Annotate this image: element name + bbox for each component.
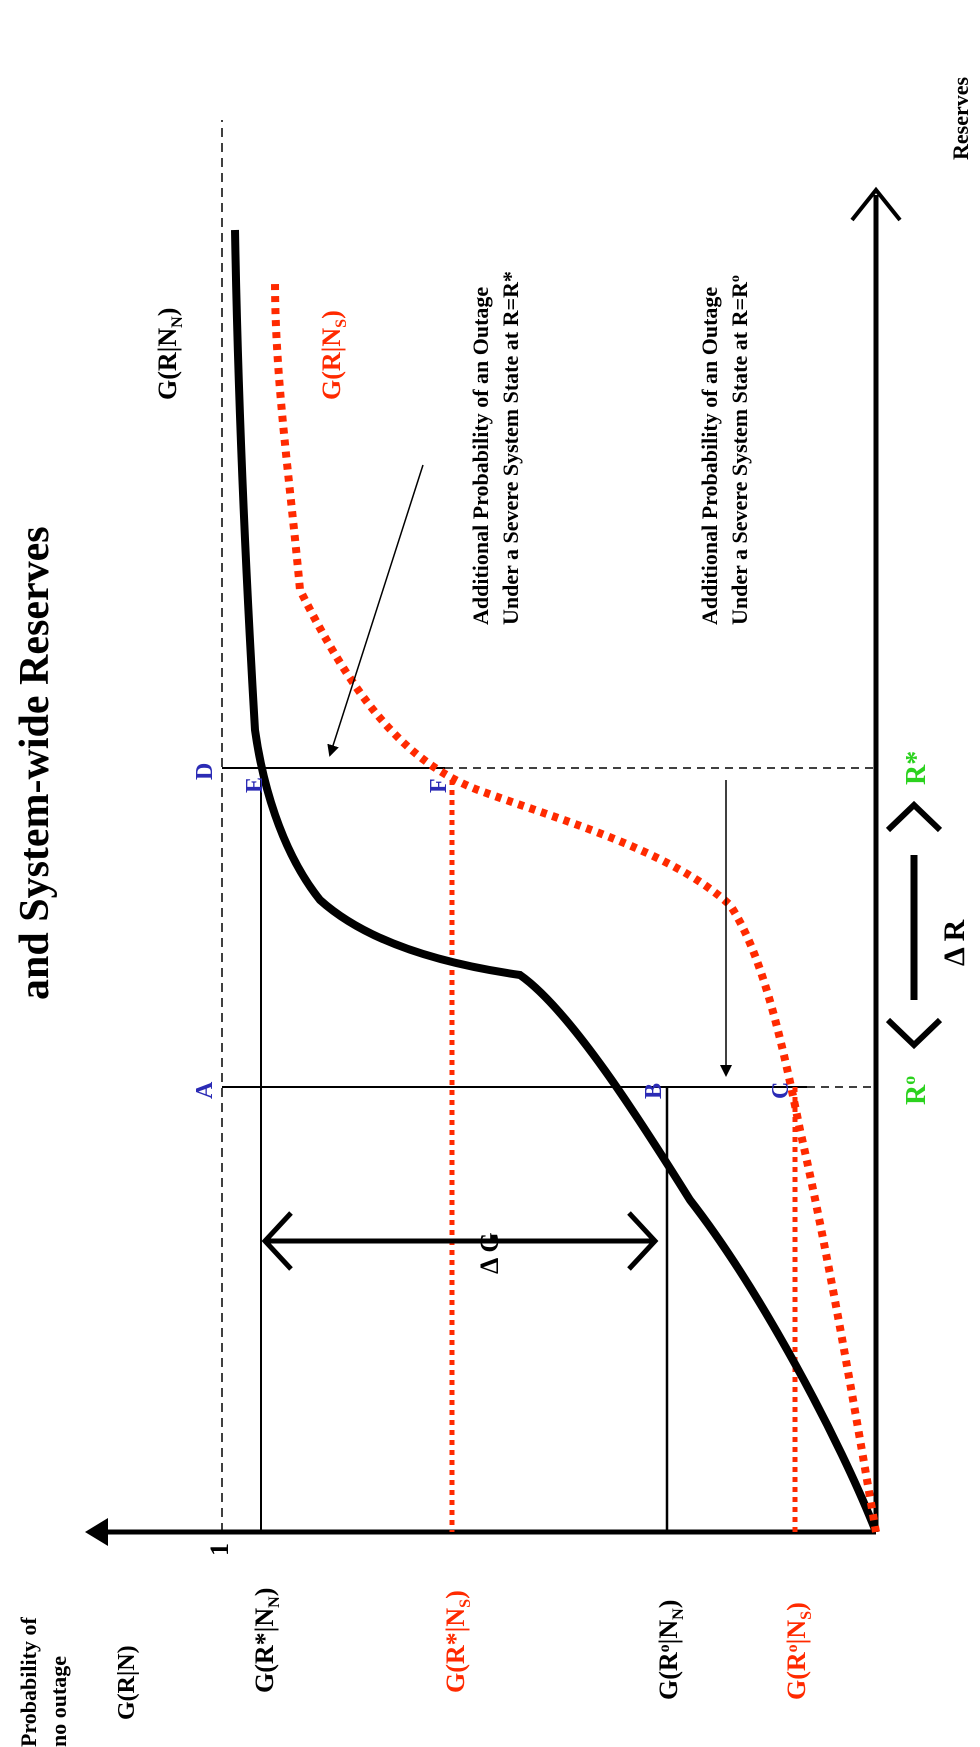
tick-gstar-ns: G(R*|NS) [441, 1590, 474, 1693]
delta-g-arrowhead-bottom [627, 1211, 659, 1271]
point-b: B [641, 1083, 667, 1099]
delta-r-arrowhead-right [885, 800, 943, 833]
tick-one: 1 [205, 1543, 234, 1556]
annotation-rstar-arrow [327, 464, 424, 757]
page-title: and System-wide Reserves [12, 526, 58, 1000]
tick-go-nn: G(Ro|NN) [654, 1600, 687, 1700]
tick-go-ns: G(Ro|NS) [782, 1602, 815, 1700]
annotation-ro-line2: Under a Severe System State at R=Ro [727, 275, 752, 625]
point-e: E [242, 777, 268, 793]
delta-r-label: Δ R [938, 919, 971, 966]
tick-rstar: R* [901, 751, 932, 785]
point-f: F [426, 778, 452, 793]
point-a: A [192, 1081, 218, 1099]
y-axis-label-line2: no outage [46, 1656, 71, 1747]
delta-r-arrowhead-left [885, 1017, 943, 1050]
point-d: D [192, 763, 218, 780]
curve-normal-label: G(R|NN) [153, 308, 186, 400]
tick-gstar-nn: G(R*|NN) [250, 1588, 283, 1693]
x-axis-label: Reserves [948, 76, 973, 160]
y-axis-function-label: G(R|N) [114, 1645, 140, 1720]
y-axis-arrowhead [85, 1518, 108, 1546]
annotation-rstar-line2: Under a Severe System State at R=R* [498, 271, 523, 625]
tick-ro: Ro [899, 1076, 932, 1105]
annotation-rstar-line1: Additional Probability of an Outage [468, 287, 493, 625]
delta-g-label: Δ G [475, 1232, 504, 1274]
y-axis-label-line1: Probability of [16, 1617, 41, 1747]
delta-g-arrowhead-top [261, 1211, 293, 1271]
x-axis-arrowhead [850, 186, 902, 222]
curve-normal-state [231, 229, 880, 1534]
point-c: C [768, 1082, 794, 1099]
annotation-ro-line1: Additional Probability of an Outage [697, 287, 722, 625]
curve-severe-label: G(R|NS) [317, 310, 350, 400]
